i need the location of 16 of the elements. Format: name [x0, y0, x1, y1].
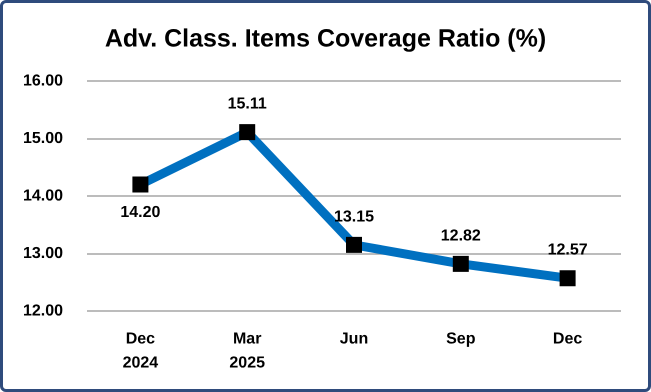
- data-label: 12.82: [440, 227, 481, 244]
- y-tick-label: 13.00: [22, 245, 64, 262]
- y-tick-label: 14.00: [22, 188, 64, 204]
- chart-title: Adv. Class. Items Coverage Ratio (%): [104, 24, 546, 52]
- data-label: 15.11: [228, 96, 267, 113]
- data-label: 14.20: [120, 204, 161, 221]
- y-tick-label: 15.00: [22, 130, 64, 147]
- data-label: 13.15: [334, 208, 374, 226]
- y-tick-label: 12.00: [22, 302, 64, 320]
- x-tick-label: Sep: [446, 330, 476, 348]
- data-label: 12.57: [548, 242, 588, 259]
- x-tick-label: Jun: [340, 330, 368, 348]
- x-tick-label: Mar 2025: [229, 330, 266, 372]
- x-tick-label: Dec 2024: [122, 330, 158, 372]
- x-tick-label: Dec: [552, 330, 582, 348]
- y-tick-label: 16.00: [22, 72, 64, 90]
